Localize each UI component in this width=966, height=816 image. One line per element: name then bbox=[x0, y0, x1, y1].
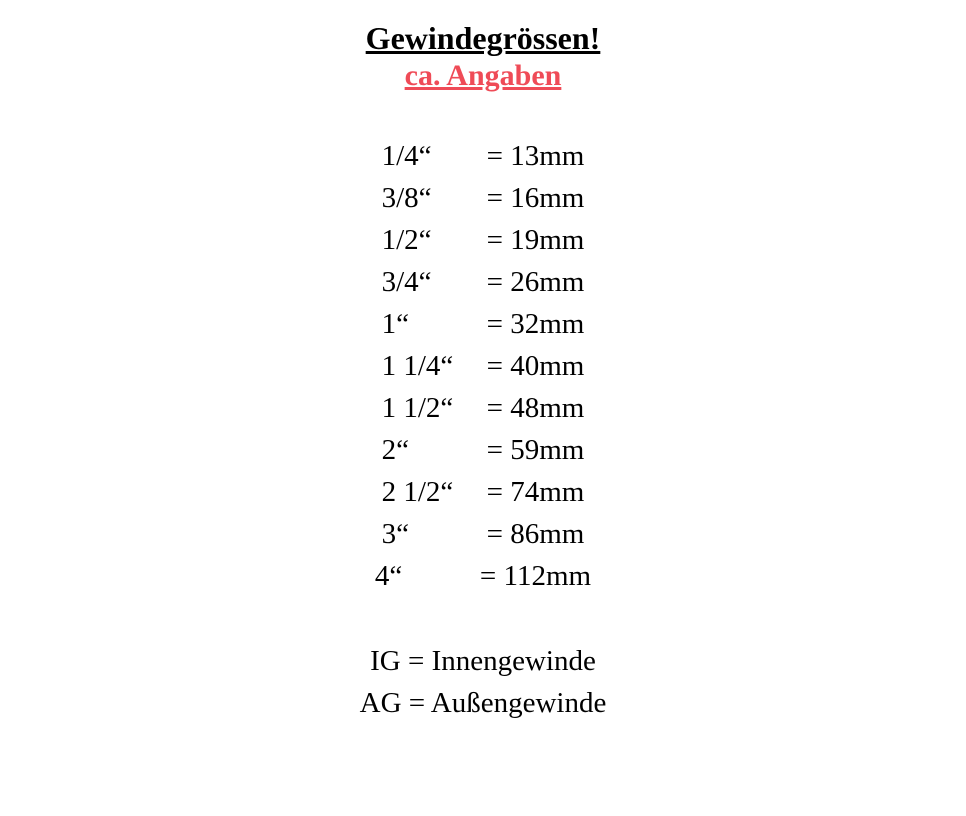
table-row: 1“ = 32mm bbox=[382, 303, 585, 345]
table-row: 2“ = 59mm bbox=[382, 429, 585, 471]
table-row: 4“ = 112mm bbox=[375, 555, 591, 597]
size-cell: 2“ bbox=[382, 429, 487, 471]
table-row: 3/4“ = 26mm bbox=[382, 261, 585, 303]
size-cell: 1 1/4“ bbox=[382, 345, 487, 387]
table-row: 1 1/4“ = 40mm bbox=[382, 345, 585, 387]
table-row: 1 1/2“ = 48mm bbox=[382, 387, 585, 429]
table-row: 3/8“ = 16mm bbox=[382, 177, 585, 219]
size-cell: 3“ bbox=[382, 513, 487, 555]
thread-size-table: 1/4“ = 13mm 3/8“ = 16mm 1/2“ = 19mm 3/4“… bbox=[375, 135, 591, 598]
value-cell: = 40mm bbox=[487, 345, 585, 387]
legend-item: AG = Außengewinde bbox=[360, 682, 607, 724]
size-cell: 2 1/2“ bbox=[382, 471, 487, 513]
value-cell: = 16mm bbox=[487, 177, 585, 219]
document-container: Gewindegrössen! ca. Angaben 1/4“ = 13mm … bbox=[0, 20, 966, 724]
size-cell: 3/4“ bbox=[382, 261, 487, 303]
size-cell: 1 1/2“ bbox=[382, 387, 487, 429]
value-cell: = 19mm bbox=[487, 219, 585, 261]
size-cell: 1“ bbox=[382, 303, 487, 345]
legend-block: IG = Innengewinde AG = Außengewinde bbox=[360, 640, 607, 724]
value-cell: = 112mm bbox=[480, 555, 591, 597]
value-cell: = 26mm bbox=[487, 261, 585, 303]
table-row: 1/2“ = 19mm bbox=[382, 219, 585, 261]
legend-item: IG = Innengewinde bbox=[370, 640, 596, 682]
table-row: 1/4“ = 13mm bbox=[382, 135, 585, 177]
table-row: 3“ = 86mm bbox=[382, 513, 585, 555]
size-cell: 4“ bbox=[375, 555, 480, 597]
value-cell: = 74mm bbox=[487, 471, 585, 513]
value-cell: = 59mm bbox=[487, 429, 585, 471]
page-title: Gewindegrössen! bbox=[366, 20, 601, 57]
size-cell: 1/4“ bbox=[382, 135, 487, 177]
table-row: 2 1/2“ = 74mm bbox=[382, 471, 585, 513]
value-cell: = 48mm bbox=[487, 387, 585, 429]
size-cell: 1/2“ bbox=[382, 219, 487, 261]
page-subtitle: ca. Angaben bbox=[405, 59, 562, 93]
value-cell: = 13mm bbox=[487, 135, 585, 177]
value-cell: = 32mm bbox=[487, 303, 585, 345]
size-cell: 3/8“ bbox=[382, 177, 487, 219]
value-cell: = 86mm bbox=[487, 513, 585, 555]
